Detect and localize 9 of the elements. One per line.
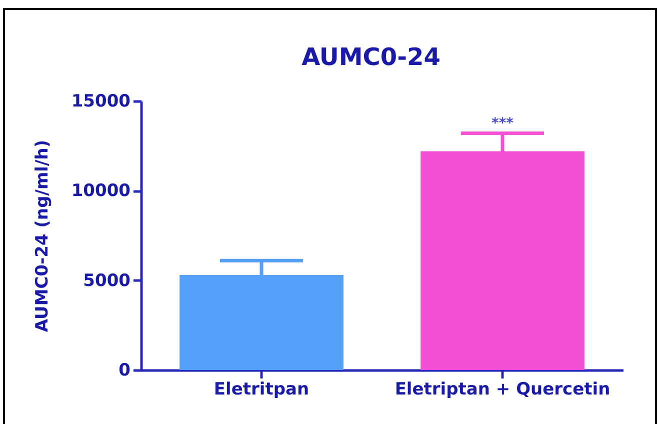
y-tick-label: 15000 [71, 92, 131, 112]
y-tick-label: 0 [118, 360, 131, 380]
y-axis-title: AUMC0-24 (ng/ml/h) [32, 140, 52, 332]
x-tick-label: Eletritpan [214, 380, 310, 400]
chart-title: AUMC0-24 [302, 43, 440, 71]
y-tick-label: 5000 [83, 270, 131, 291]
annotation: *** [492, 115, 514, 132]
x-tick-label: Eletriptan + Quercetin [394, 380, 610, 400]
y-tick-label: 10000 [71, 181, 131, 202]
